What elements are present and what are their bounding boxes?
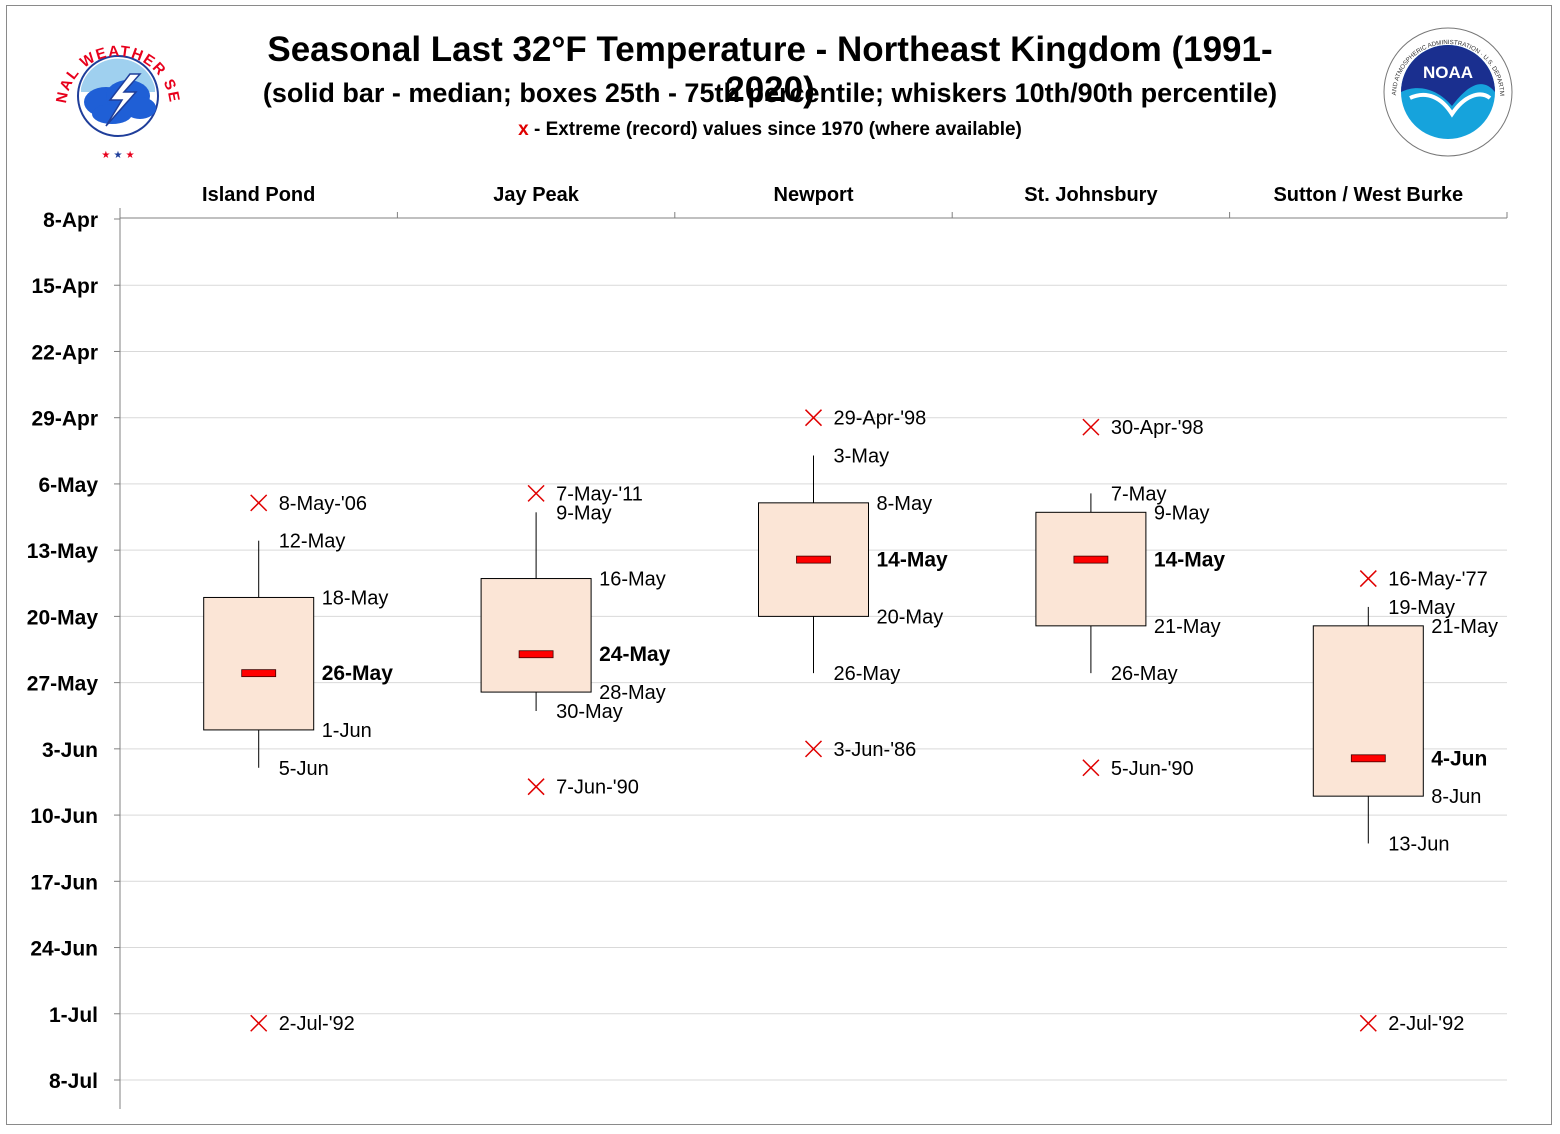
extreme-late-marker — [1082, 759, 1100, 777]
y-tick-label: 8-Apr — [43, 209, 98, 232]
iqr-box — [203, 596, 315, 731]
y-tick-label: 10-Jun — [30, 805, 98, 828]
extreme-early-label: 29-Apr-'98 — [834, 408, 927, 430]
svg-text:NOAA: NOAA — [1423, 63, 1473, 82]
median-label: 14-May — [1154, 549, 1226, 572]
y-tick-label: 1-Jul — [49, 1004, 98, 1027]
median-bar — [796, 555, 831, 564]
median-bar — [1350, 754, 1386, 763]
p75-label: 8-Jun — [1431, 786, 1481, 808]
extreme-marker-stroke — [250, 1014, 268, 1032]
p90-label: 26-May — [834, 663, 901, 685]
y-tick-label: 20-May — [27, 606, 99, 629]
extreme-late-label: 5-Jun-'90 — [1111, 758, 1194, 780]
p90-label: 13-Jun — [1388, 833, 1449, 855]
y-tick-label: 27-May — [27, 673, 99, 696]
y-tick-label: 15-Apr — [31, 275, 98, 298]
p90-label: 30-May — [556, 701, 623, 723]
extreme-late-label: 2-Jul-'92 — [1388, 1013, 1464, 1035]
p25-label: 8-May — [877, 493, 933, 515]
extreme-marker-stroke — [527, 484, 545, 502]
p75-label: 28-May — [599, 682, 666, 704]
p10-label: 9-May — [556, 502, 612, 524]
chart-title: Seasonal Last 32°F Temperature - Northea… — [267, 30, 1273, 109]
extreme-marker-stroke — [804, 409, 823, 427]
p10-label: 19-May — [1388, 597, 1455, 619]
p25-label: 18-May — [322, 587, 389, 609]
extreme-early-marker — [1359, 570, 1377, 588]
extreme-late-marker — [250, 1014, 268, 1032]
median-label: 24-May — [599, 643, 671, 666]
iqr-box — [1312, 625, 1424, 797]
extreme-note-text: - Extreme (record) values since 1970 (wh… — [528, 119, 1022, 140]
extreme-marker-stroke — [1082, 759, 1100, 777]
p90-label: 5-Jun — [279, 758, 329, 780]
extreme-early-label: 8-May-'06 — [279, 493, 367, 515]
extreme-note: x - Extreme (record) values since 1970 (… — [230, 119, 1310, 141]
y-tick-label: 3-Jun — [42, 739, 98, 762]
extreme-marker-stroke — [1359, 1014, 1377, 1032]
y-tick-label: 29-Apr — [31, 408, 98, 431]
extreme-late-marker — [1359, 1014, 1377, 1032]
extreme-marker-stroke — [1082, 418, 1100, 436]
median-label: 26-May — [322, 662, 394, 685]
category-label: Island Pond — [202, 184, 315, 206]
p10-label: 7-May — [1111, 483, 1167, 505]
extreme-late-label: 3-Jun-'86 — [834, 739, 917, 761]
p75-label: 20-May — [877, 606, 944, 628]
p25-label: 9-May — [1154, 502, 1210, 524]
extreme-early-label: 7-May-'11 — [556, 483, 643, 505]
median-bar — [241, 669, 277, 678]
category-label: Sutton / West Burke — [1273, 184, 1463, 206]
svg-text:★ ★ ★: ★ ★ ★ — [101, 150, 134, 161]
y-tick-label: 8-Jul — [49, 1070, 98, 1093]
extreme-early-marker — [804, 409, 823, 427]
p75-label: 21-May — [1154, 616, 1221, 638]
iqr-box — [480, 578, 592, 693]
extreme-marker-legend: x — [518, 119, 529, 140]
extreme-early-marker — [527, 484, 545, 502]
y-tick-label: 17-Jun — [30, 871, 98, 894]
extreme-late-marker — [804, 740, 823, 758]
iqr-box — [1035, 511, 1147, 627]
category-label: St. Johnsbury — [1024, 184, 1158, 206]
extreme-early-label: 30-Apr-'98 — [1111, 417, 1204, 439]
extreme-late-marker — [527, 778, 545, 796]
extreme-late-label: 7-Jun-'90 — [556, 777, 639, 799]
extreme-marker-stroke — [804, 740, 823, 758]
noaa-logo: NOAA NATIONAL OCEANIC AND ATMOSPHERIC AD… — [1382, 26, 1513, 157]
plot-area: 12-May 18-May 26-May 1-Jun 5-Jun 8-May-'06 2-J… — [203, 408, 1498, 1035]
y-tick-label: 24-Jun — [30, 938, 98, 961]
extreme-marker-stroke — [527, 778, 545, 796]
axes: 8-Apr 15-Apr 22-Apr 29-Apr 6-May 13-May 20-May… — [27, 184, 1508, 1109]
p75-label: 1-Jun — [322, 720, 372, 742]
extreme-early-marker — [1082, 418, 1100, 436]
extreme-early-marker — [250, 494, 268, 512]
y-tick-label: 22-Apr — [31, 341, 98, 364]
extreme-early-label: 16-May-'77 — [1388, 569, 1487, 591]
extreme-late-label: 2-Jul-'92 — [279, 1013, 355, 1035]
chart-subtitle: (solid bar - median; boxes 25th - 75th p… — [262, 78, 1278, 108]
y-tick-label: 13-May — [27, 540, 99, 563]
chart-frame — [6, 5, 1552, 1125]
category-label: Jay Peak — [493, 184, 580, 206]
median-bar — [518, 650, 554, 659]
extreme-marker-stroke — [1359, 570, 1377, 588]
nws-logo: NATIONAL WEATHER SERVICE ★ ★ ★ — [48, 26, 181, 161]
median-bar — [1073, 555, 1109, 564]
p90-label: 26-May — [1111, 663, 1178, 685]
p25-label: 21-May — [1431, 616, 1498, 638]
p10-label: 3-May — [834, 446, 890, 468]
median-label: 14-May — [877, 549, 949, 572]
p10-label: 12-May — [279, 531, 346, 553]
p25-label: 16-May — [599, 569, 666, 591]
median-label: 4-Jun — [1431, 747, 1487, 770]
category-label: Newport — [774, 184, 854, 206]
y-tick-label: 6-May — [38, 474, 98, 497]
extreme-marker-stroke — [250, 494, 268, 512]
